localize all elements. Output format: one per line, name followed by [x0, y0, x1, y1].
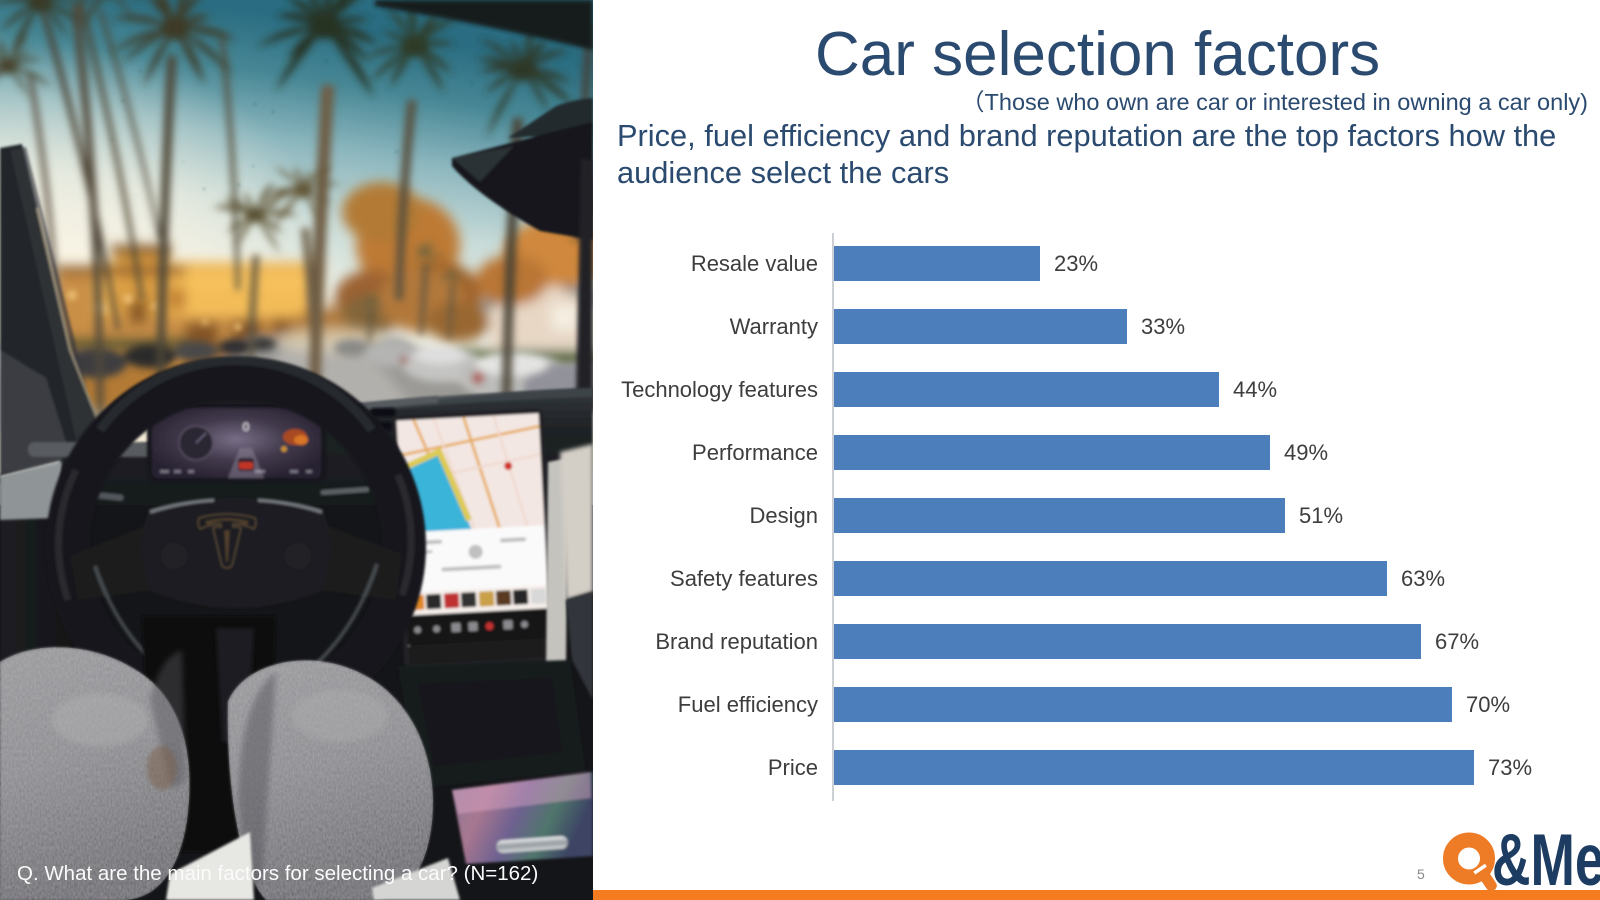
svg-text:&Me: &Me — [1492, 820, 1600, 898]
svg-text:0: 0 — [243, 420, 250, 434]
